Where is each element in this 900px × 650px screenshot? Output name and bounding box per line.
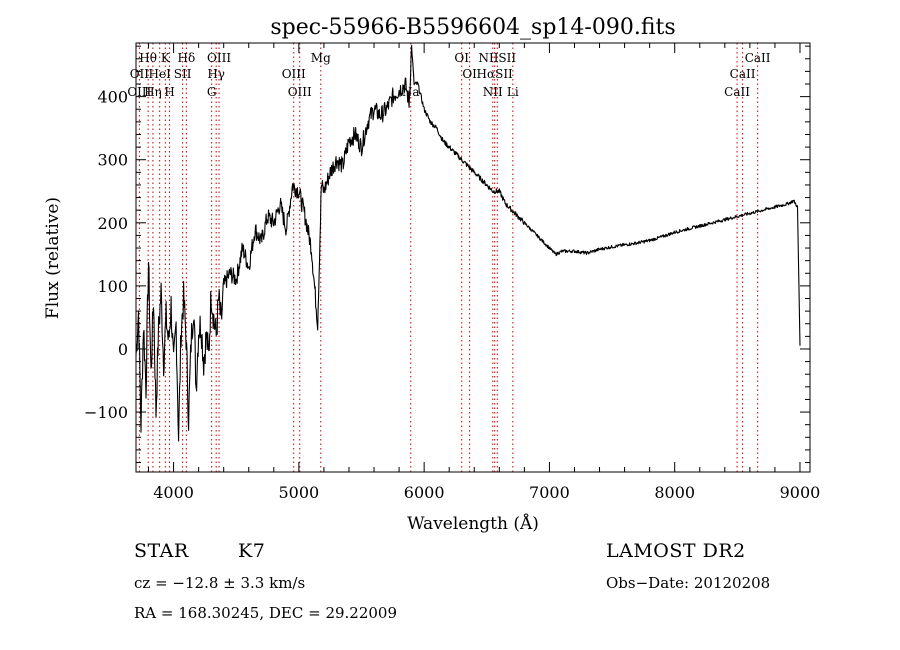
spectrum-chart: spec-55966-B5596604_sp14-090.fits Hθ K Hδ O… [43, 15, 821, 534]
spectral-line-label: CaII [745, 51, 771, 65]
spectral-line-label: OI [454, 51, 469, 65]
spectral-line-label: H [164, 85, 174, 99]
spectral-line-label: Hθ [139, 51, 157, 65]
x-tick-label: 6000 [404, 483, 445, 502]
spectral-line-label: Hη [144, 85, 162, 99]
spectral-line-label: G [207, 85, 217, 99]
y-tick-label: 400 [97, 88, 128, 107]
y-tick-label: 100 [97, 277, 128, 296]
object-subclass: K7 [238, 540, 266, 562]
spectrum-series-line [135, 44, 801, 442]
y-tick-label: 300 [97, 151, 128, 170]
spectral-line-label: NII [483, 85, 503, 99]
spectral-line-label: CaII [730, 67, 756, 81]
y-tick-label: 200 [97, 214, 128, 233]
spectral-line-label: OI [462, 67, 477, 81]
spectral-line-label: OIII [127, 85, 151, 99]
x-axis-label: Wavelength (Å) [407, 513, 539, 534]
y-tick-label: 0 [118, 340, 128, 359]
survey-name: LAMOST DR2 [606, 540, 746, 562]
spectral-line-label: OIII [207, 51, 231, 65]
plot-frame [135, 42, 811, 473]
x-tick-label: 9000 [780, 483, 821, 502]
redshift-value: cz = −12.8 ± 3.3 km/s [134, 574, 306, 592]
spectral-line-label: OII [130, 67, 150, 81]
spectral-line-label: Hγ [207, 67, 225, 81]
spectral-line-markers [138, 43, 759, 472]
coordinates: RA = 168.30245, DEC = 29.22009 [134, 604, 398, 622]
x-tick-label: 4000 [153, 483, 194, 502]
spectral-line-label: Hδ [178, 51, 196, 65]
x-tick-label: 8000 [654, 483, 695, 502]
x-tick-label: 7000 [529, 483, 570, 502]
x-axis-ticks: 4000 5000 6000 7000 8000 9000 [148, 43, 821, 502]
spectral-line-label: Mg [311, 51, 331, 65]
spectral-line-label: CaII [724, 85, 750, 99]
spectral-line-label: NIISII [478, 51, 516, 65]
y-axis-label: Flux (relative) [43, 197, 63, 319]
y-axis-ticks: −100 0 100 200 300 400 [84, 45, 810, 464]
spectral-line-label: OIII [288, 85, 312, 99]
spectral-line-label: HeI [149, 67, 172, 81]
y-tick-label: −100 [84, 403, 128, 422]
object-class: STAR [134, 540, 189, 562]
chart-title: spec-55966-B5596604_sp14-090.fits [270, 15, 675, 40]
spectral-line-label: OIII [282, 67, 306, 81]
observation-date: Obs−Date: 20120208 [606, 574, 771, 592]
spectral-line-label: K [161, 51, 171, 65]
spectral-line-label: Li [507, 85, 519, 99]
spectral-line-label: SII [174, 67, 192, 81]
spectral-line-label: HαSII [477, 67, 514, 81]
x-tick-label: 5000 [279, 483, 320, 502]
